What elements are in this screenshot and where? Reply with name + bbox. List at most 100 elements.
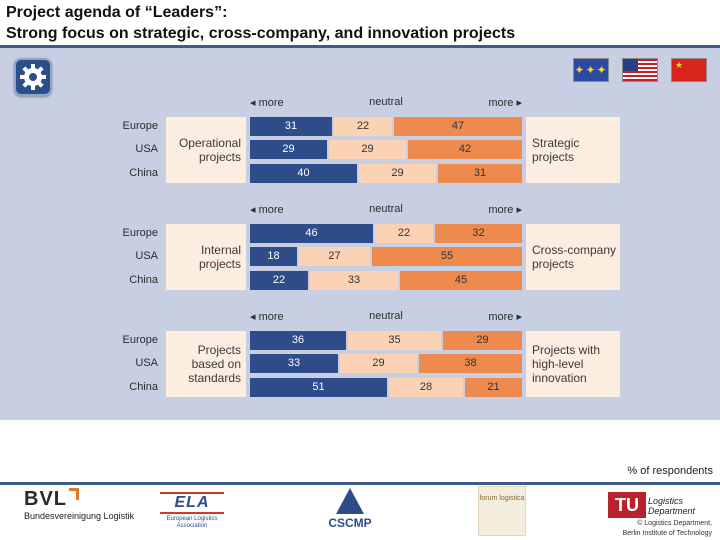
data-label: 29 [372, 357, 385, 369]
scale-labels: ◂ more neutral more ▸ [250, 96, 522, 110]
stacked-bar-china: 40 29 31 [250, 164, 522, 183]
data-label: 22 [397, 227, 411, 239]
stacked-bar-usa: 29 29 42 [250, 140, 522, 159]
bvl-logo-mark: BVL [24, 488, 67, 510]
footer-divider [0, 482, 720, 485]
tu-berlin-logo: TU Logistics Department © Logistics Depa… [604, 490, 716, 538]
bar-segment-neutral: 22 [375, 224, 433, 243]
right-category-label: Cross-company projects [526, 224, 620, 290]
bvl-logo-name: Bundesvereinigung Logistik [24, 511, 135, 521]
header-divider [0, 45, 720, 48]
data-label: 22 [356, 120, 370, 132]
scale-neutral-label: neutral [369, 96, 403, 108]
scale-labels: ◂ more neutral more ▸ [250, 203, 522, 217]
data-label: 55 [440, 250, 454, 262]
data-label: 27 [328, 250, 341, 262]
stacked-bar-china: 22 33 45 [250, 271, 522, 290]
left-category-label: Projects based on standards [166, 331, 246, 397]
stacked-bar-china: 51 28 21 [250, 378, 522, 397]
stacked-bar-europe: 36 35 29 [250, 331, 522, 350]
data-label: 35 [388, 334, 401, 346]
bar-segment-neutral: 28 [389, 378, 463, 397]
scale-left-label: ◂ more [250, 311, 284, 323]
bar-segment-more-left: 40 [250, 164, 357, 183]
scale-neutral-label: neutral [369, 310, 403, 322]
chart-group-3: ◂ more neutral more ▸ Projects based on sta… [0, 310, 720, 406]
scale-left-label: ◂ more [250, 204, 284, 216]
cscmp-logo-mark: CSCMP [328, 516, 372, 530]
bar-segment-more-right: 32 [435, 224, 522, 243]
bvl-logo: BVL Bundesvereinigung Logistik [24, 488, 134, 521]
bar-segment-neutral: 33 [310, 271, 398, 290]
data-label: 18 [267, 250, 280, 262]
data-label: 47 [451, 120, 465, 132]
region-label: USA [135, 250, 158, 262]
bar-segment-more-left: 29 [250, 140, 327, 159]
data-label: 31 [473, 167, 487, 179]
data-label: 40 [297, 167, 310, 179]
bar-segment-more-right: 42 [408, 140, 522, 159]
left-category-label: Operational projects [166, 117, 246, 183]
bar-segment-more-left: 51 [250, 378, 387, 397]
data-label: 33 [347, 274, 361, 286]
bar-segment-more-right: 38 [419, 354, 522, 373]
china-flag-icon: ★ [671, 58, 707, 82]
left-category-label: Internal projects [166, 224, 246, 290]
data-label: 31 [284, 120, 298, 132]
gear-icon [14, 58, 52, 96]
data-label: 22 [272, 274, 286, 286]
data-label: 29 [361, 143, 374, 155]
region-label: China [129, 167, 158, 179]
region-label: China [129, 381, 158, 393]
data-label: 28 [419, 381, 433, 393]
bar-segment-neutral: 35 [348, 331, 441, 350]
data-label: 46 [305, 227, 318, 239]
scale-right-label: more ▸ [488, 97, 522, 109]
tu-logo-mark: TU [608, 492, 646, 518]
region-label: Europe [122, 334, 158, 346]
data-label: 32 [472, 227, 485, 239]
stacked-bar-europe: 31 22 47 [250, 117, 522, 136]
scale-left-label: ◂ more [250, 97, 284, 109]
bar-segment-neutral: 27 [299, 247, 370, 266]
bar-segment-more-left: 36 [250, 331, 346, 350]
data-label: 42 [458, 143, 472, 155]
data-label: 33 [287, 357, 301, 369]
unit-footnote: % of respondents [627, 465, 713, 477]
ela-logo-name: European Logistics Association [166, 516, 218, 529]
scale-neutral-label: neutral [369, 203, 403, 215]
data-label: 21 [487, 381, 500, 393]
tu-credit-line1: © Logistics Department, [637, 520, 712, 527]
bar-segment-more-right: 21 [465, 378, 522, 397]
data-label: 36 [291, 334, 305, 346]
slide-subtitle: Strong focus on strategic, cross-company… [6, 25, 516, 42]
data-label: 38 [464, 357, 477, 369]
bar-segment-neutral: 29 [340, 354, 417, 373]
stacked-bar-usa: 18 27 55 [250, 247, 522, 266]
region-label: China [129, 274, 158, 286]
ela-logo-mark: ELA [160, 492, 224, 514]
slide-header: Project agenda of “Leaders”: Strong focu… [0, 0, 720, 46]
bar-segment-neutral: 29 [359, 164, 436, 183]
cscmp-logo: CSCMP [324, 488, 376, 530]
tu-logo-department: Logistics Department [648, 496, 696, 516]
region-label: USA [135, 143, 158, 155]
bar-segment-neutral: 29 [329, 140, 406, 159]
scale-labels: ◂ more neutral more ▸ [250, 310, 522, 324]
bar-segment-neutral: 22 [334, 117, 392, 136]
bar-segment-more-right: 45 [400, 271, 522, 290]
forum-logo-name: forum logistica [479, 495, 525, 502]
bar-segment-more-left: 31 [250, 117, 332, 136]
region-label: Europe [122, 227, 158, 239]
scale-right-label: more ▸ [488, 311, 522, 323]
right-category-label: Strategic projects [526, 117, 620, 183]
chart-group-1: ◂ more neutral more ▸ Operational projects S… [0, 96, 720, 192]
data-label: 29 [476, 334, 489, 346]
us-flag-icon [622, 58, 658, 82]
tu-credit-line2: Berlin Institute of Technology [622, 530, 712, 537]
data-label: 45 [454, 274, 468, 286]
region-label: USA [135, 357, 158, 369]
slide-title: Project agenda of “Leaders”: [6, 4, 228, 21]
bar-segment-more-right: 31 [438, 164, 522, 183]
stacked-bar-usa: 33 29 38 [250, 354, 522, 373]
